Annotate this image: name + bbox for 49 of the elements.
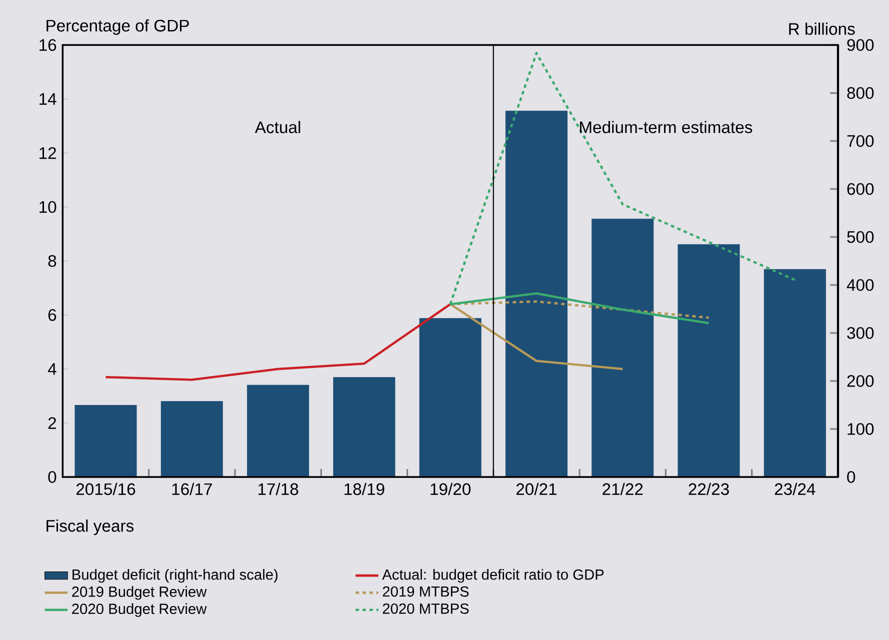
- y-tick-label: 16: [40, 39, 56, 51]
- x-tick-label: 17/18: [258, 482, 298, 496]
- bar: [678, 244, 740, 477]
- y2-tick-label: 600: [847, 183, 874, 195]
- legend-label: 2020 Budget Review: [72, 603, 207, 617]
- y-tick-label: 14: [40, 93, 56, 105]
- bar: [74, 405, 137, 477]
- y-tick-label: 6: [48, 309, 56, 321]
- x-tick-label: 21/22: [602, 482, 643, 496]
- y-tick-label: 12: [40, 147, 56, 159]
- y2-tick-label: 0: [847, 471, 856, 483]
- y-tick-label: 0: [48, 471, 56, 483]
- y2-tick-label: 900: [847, 39, 874, 51]
- x-tick-label: 19/20: [430, 482, 471, 496]
- legend-label: Actual: budget deficit ratio to GDP: [382, 569, 604, 583]
- legend-label: 2019 MTBPS: [382, 586, 469, 597]
- y-tick-label: 4: [48, 363, 56, 375]
- bar: [247, 384, 310, 477]
- y2-tick-label: 300: [847, 327, 874, 339]
- y2-tick-label: 200: [847, 375, 874, 387]
- line-series: [104, 303, 452, 381]
- legend-label: 2019 Budget Review: [72, 586, 207, 600]
- y2-tick-label: 700: [847, 135, 874, 147]
- y2-axis-title: R billions: [789, 22, 855, 35]
- y-tick-label: 8: [48, 255, 56, 267]
- annotation: Medium-term estimates: [580, 120, 752, 134]
- y-axis-title: Percentage of GDP: [46, 19, 189, 35]
- bar: [505, 110, 568, 477]
- legend-label: Budget deficit (right-hand scale): [72, 569, 278, 583]
- bar: [419, 318, 482, 477]
- bar: [764, 269, 826, 477]
- y2-tick-label: 800: [847, 87, 874, 99]
- y2-tick-label: 500: [847, 231, 874, 243]
- y-tick-label: 2: [48, 417, 56, 429]
- x-axis-title: Fiscal years: [46, 520, 134, 536]
- y-tick-label: 10: [40, 201, 56, 213]
- bar: [160, 401, 223, 477]
- annotation: Actual: [254, 120, 300, 134]
- bar: [333, 377, 396, 477]
- y2-tick-label: 100: [848, 423, 874, 435]
- x-tick-label: 22/23: [688, 482, 729, 496]
- bar: [592, 218, 654, 477]
- y2-tick-label: 400: [846, 279, 874, 291]
- x-tick-label: 16/17: [172, 482, 212, 496]
- x-tick-label: 18/19: [344, 482, 384, 496]
- x-tick-label: 20/21: [516, 482, 557, 496]
- x-tick-label: 23/24: [774, 482, 816, 496]
- x-tick-label: 2015/16: [76, 482, 136, 496]
- legend-label: 2020 MTBPS: [382, 603, 469, 614]
